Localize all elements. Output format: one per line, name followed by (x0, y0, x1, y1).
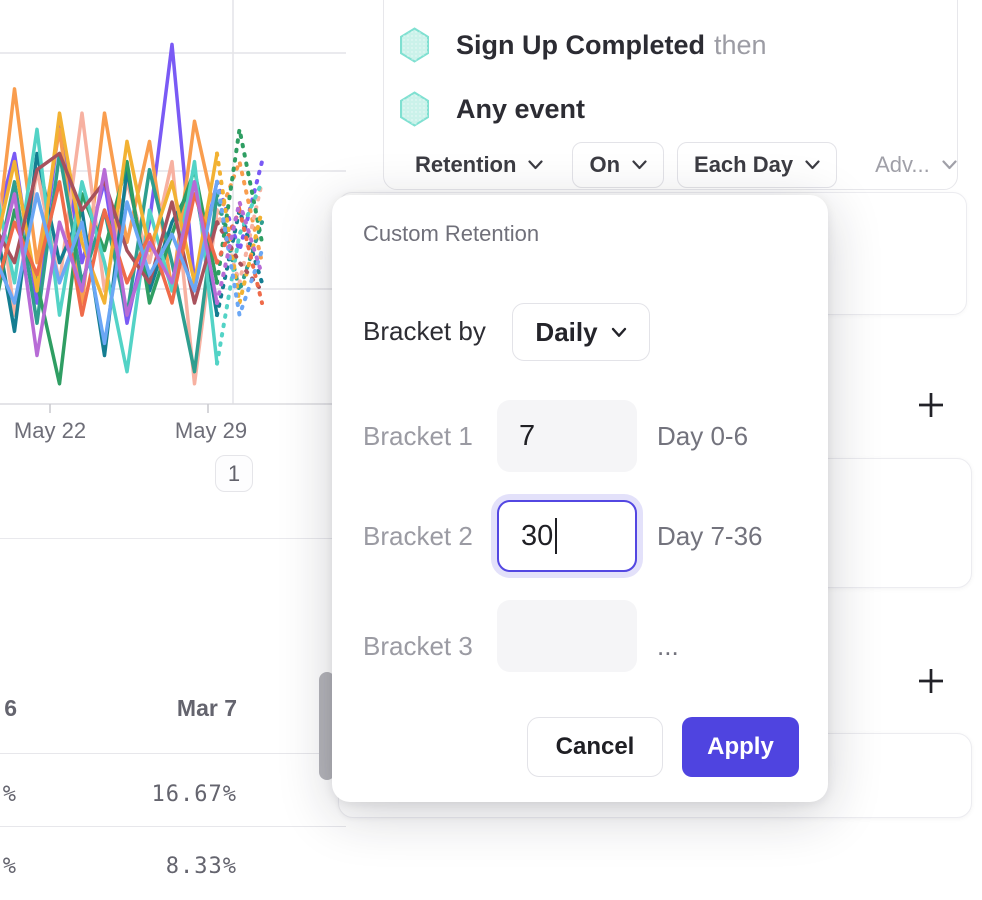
event-step-text: Sign Up Completed then (456, 30, 767, 61)
bracket-interval-dropdown[interactable]: Daily (512, 303, 650, 361)
bracket-by-label: Bracket by (363, 316, 486, 346)
chevron-down-icon (942, 160, 957, 170)
bracket-1-value: 7 (519, 419, 536, 452)
chevron-down-icon (805, 160, 820, 170)
table-cell: % (2, 782, 17, 807)
event-step-any-event[interactable]: Any event (399, 91, 585, 127)
bracket-3-range: ... (657, 631, 679, 661)
on-dropdown-label: On (589, 152, 621, 177)
plus-icon (919, 669, 943, 693)
text-cursor (555, 518, 558, 554)
bracket-1-input[interactable]: 7 (497, 400, 637, 472)
on-dropdown[interactable]: On (572, 142, 665, 188)
pagination-page-1-button[interactable]: 1 (215, 455, 253, 492)
plus-icon (919, 393, 943, 417)
modal-title: Custom Retention (363, 221, 540, 246)
cancel-button[interactable]: Cancel (527, 717, 663, 777)
event-step-signup[interactable]: Sign Up Completed then (399, 27, 767, 63)
bracket-1-label: Bracket 1 (363, 421, 473, 451)
event-hexagon-icon (400, 91, 429, 127)
bracket-2-label: Bracket 2 (363, 521, 473, 551)
bracket-3-input[interactable] (497, 600, 637, 672)
event-hexagon-icon (400, 27, 429, 63)
bracket-interval-value: Daily (535, 316, 598, 347)
measurement-dropdown-label: Retention (415, 152, 517, 177)
add-section-button[interactable] (913, 663, 949, 699)
advanced-dropdown[interactable]: Adv... (859, 142, 973, 188)
interval-dropdown-label: Each Day (694, 152, 794, 177)
bracket-2-range: Day 7-36 (657, 521, 763, 551)
chevron-down-icon (611, 327, 626, 337)
event-step-suffix: then (714, 29, 767, 60)
measurement-dropdown[interactable]: Retention (399, 142, 559, 188)
event-step-label: Any event (456, 93, 586, 124)
add-section-button[interactable] (913, 387, 949, 423)
retention-line-chart (0, 0, 346, 413)
bracket-3-label: Bracket 3 (363, 631, 473, 661)
chevron-down-icon (528, 160, 544, 170)
table-cell: 8.33% (165, 854, 237, 879)
advanced-dropdown-label: Adv... (875, 152, 930, 177)
bracket-1-range: Day 0-6 (657, 421, 749, 451)
section-divider (0, 538, 333, 539)
table-divider (0, 826, 346, 827)
retention-chart-section: May 22 May 29 1 (0, 0, 346, 538)
table-cell: % (2, 854, 17, 879)
table-header-col1: 6 (4, 695, 17, 721)
bracket-2-value: 30 (521, 519, 554, 552)
table-vertical-scrollbar[interactable] (319, 672, 335, 780)
table-divider (0, 753, 346, 754)
apply-button[interactable]: Apply (682, 717, 799, 777)
chevron-down-icon (632, 160, 647, 170)
custom-retention-modal: Custom Retention Bracket by Daily Bracke… (332, 195, 828, 802)
event-builder-card: Sign Up Completed then Any event Retentio… (383, 0, 958, 190)
retention-table: 6 Mar 7 % 16.67% % 8.33% (0, 560, 346, 900)
event-controls-row: Retention On Each Day Adv... (399, 142, 973, 188)
table-cell: 16.67% (151, 782, 237, 807)
bracket-2-input[interactable]: 30 (497, 500, 637, 572)
event-step-text: Any event (456, 94, 585, 125)
x-axis-label-may29: May 29 (174, 418, 248, 443)
interval-dropdown[interactable]: Each Day (677, 142, 838, 188)
event-step-label: Sign Up Completed (456, 29, 705, 60)
x-axis-label-may22: May 22 (13, 418, 87, 443)
table-header-col2: Mar 7 (176, 695, 237, 721)
